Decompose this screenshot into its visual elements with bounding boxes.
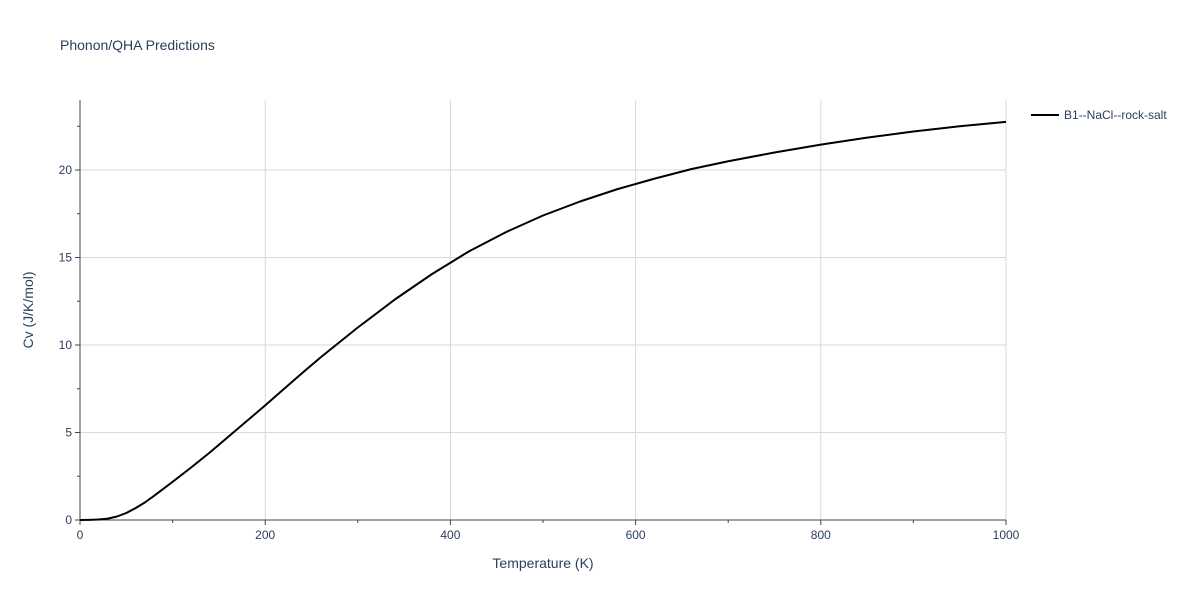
y-tick-label: 5	[65, 426, 72, 440]
grid-layer	[80, 100, 1007, 520]
legend[interactable]: B1--NaCl--rock-salt	[1031, 108, 1167, 122]
y-tick-label: 20	[59, 163, 73, 177]
x-tick-label: 200	[255, 528, 275, 542]
y-tick-label: 0	[65, 513, 72, 527]
series-line	[79, 120, 1007, 521]
x-tick-label: 600	[626, 528, 646, 542]
series-layer	[79, 120, 1007, 521]
y-tick-label: 10	[59, 338, 73, 352]
axes-layer: 0 200 400 600 800 1000 0 5 10 15 20	[59, 100, 1020, 542]
chart-title: Phonon/QHA Predictions	[60, 37, 215, 53]
x-axis-title: Temperature (K)	[492, 555, 593, 571]
x-tick-label: 800	[811, 528, 831, 542]
x-tick-label: 400	[440, 528, 460, 542]
x-tick-label: 1000	[993, 528, 1020, 542]
x-tick-label: 0	[77, 528, 84, 542]
y-tick-label: 15	[59, 251, 73, 265]
legend-label: B1--NaCl--rock-salt	[1064, 108, 1167, 122]
y-axis-title: Cv (J/K/mol)	[20, 272, 36, 349]
